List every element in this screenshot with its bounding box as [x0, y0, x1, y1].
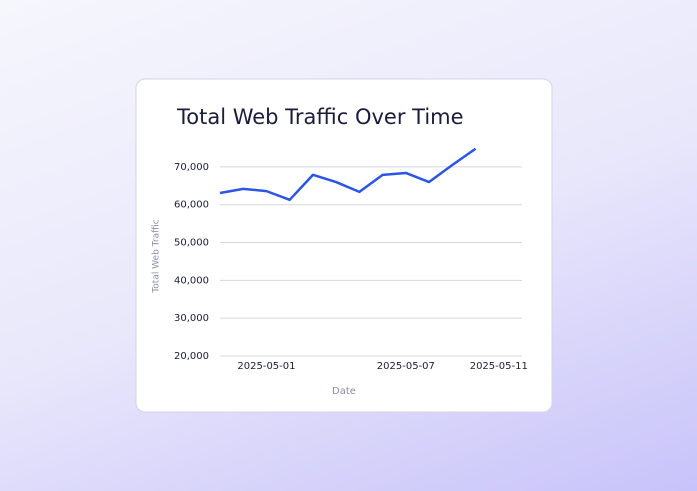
x-tick-label: 2025-05-07 — [377, 361, 435, 372]
x-tick-label: 2025-05-11 — [470, 361, 528, 372]
y-tick-label: 50,000 — [174, 238, 209, 249]
y-tick-label: 60,000 — [174, 200, 209, 211]
x-axis-label: Date — [332, 386, 356, 397]
y-tick-label: 70,000 — [174, 162, 209, 173]
y-tick-label: 30,000 — [174, 313, 209, 324]
chart-title: Total Web Traffic Over Time — [176, 105, 464, 129]
card — [135, 78, 553, 413]
x-tick-label: 2025-05-01 — [237, 361, 295, 372]
line — [219, 147, 477, 202]
y-axis-label: Total Web Traffic — [152, 219, 162, 293]
y-tick-label: 20,000 — [174, 351, 209, 362]
y-tick-label: 40,000 — [174, 275, 209, 286]
